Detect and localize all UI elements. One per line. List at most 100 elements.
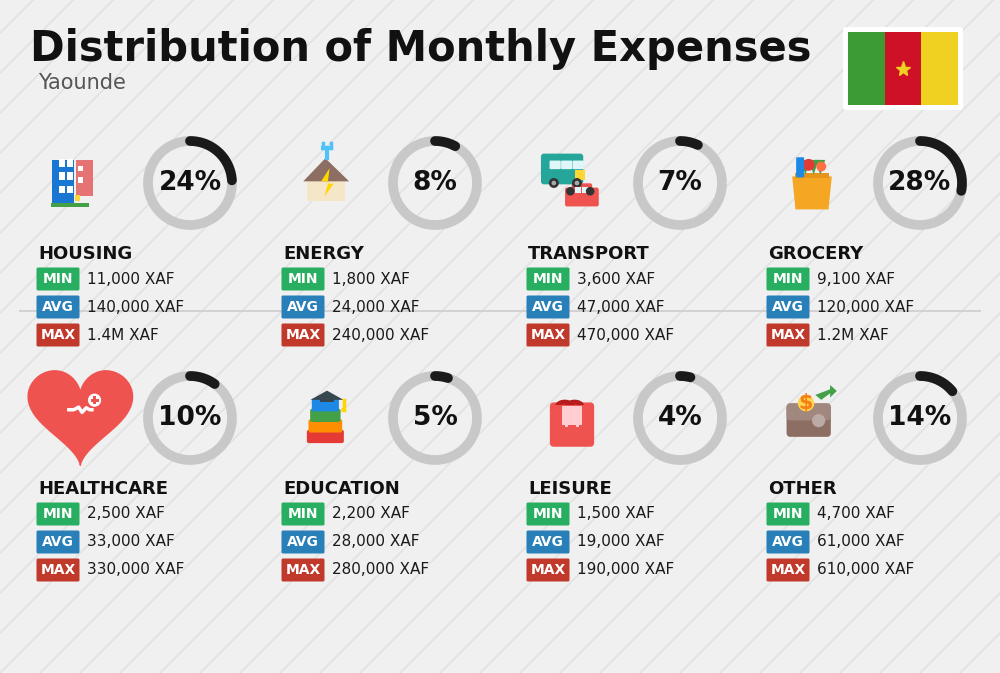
FancyBboxPatch shape [36,267,80,291]
FancyBboxPatch shape [59,186,65,193]
Text: 61,000 XAF: 61,000 XAF [817,534,905,549]
FancyBboxPatch shape [312,398,339,411]
FancyBboxPatch shape [282,295,324,318]
FancyBboxPatch shape [576,420,579,427]
Text: 2,500 XAF: 2,500 XAF [87,507,165,522]
FancyBboxPatch shape [75,195,80,201]
FancyBboxPatch shape [320,398,334,402]
FancyBboxPatch shape [36,324,80,347]
FancyBboxPatch shape [282,530,324,553]
Text: AVG: AVG [42,300,74,314]
Text: 470,000 XAF: 470,000 XAF [577,328,674,343]
FancyBboxPatch shape [282,559,324,581]
Polygon shape [28,371,133,465]
FancyBboxPatch shape [282,324,324,347]
Text: GROCERY: GROCERY [768,245,863,263]
FancyBboxPatch shape [561,161,572,169]
FancyBboxPatch shape [848,32,885,105]
Text: MIN: MIN [533,272,563,286]
FancyBboxPatch shape [91,399,98,402]
FancyBboxPatch shape [52,160,74,206]
Text: 28,000 XAF: 28,000 XAF [332,534,420,549]
FancyBboxPatch shape [93,396,96,404]
Text: OTHER: OTHER [768,480,837,498]
Circle shape [341,407,346,412]
FancyBboxPatch shape [575,187,581,193]
Text: 1.4M XAF: 1.4M XAF [87,328,159,343]
Circle shape [549,178,559,188]
FancyBboxPatch shape [67,160,73,166]
Text: 190,000 XAF: 190,000 XAF [577,563,674,577]
Text: 8%: 8% [413,170,457,196]
Text: 4%: 4% [658,405,702,431]
FancyBboxPatch shape [59,160,65,166]
Text: 47,000 XAF: 47,000 XAF [577,299,664,314]
FancyBboxPatch shape [796,157,804,178]
FancyBboxPatch shape [550,402,594,447]
Text: MAX: MAX [285,328,321,342]
Circle shape [803,159,815,171]
FancyBboxPatch shape [526,295,570,318]
FancyBboxPatch shape [94,396,96,404]
FancyBboxPatch shape [767,324,810,347]
Text: 610,000 XAF: 610,000 XAF [817,563,914,577]
Text: 10%: 10% [158,405,222,431]
FancyBboxPatch shape [36,559,80,581]
FancyBboxPatch shape [91,399,98,402]
Polygon shape [64,423,100,436]
FancyBboxPatch shape [843,27,963,110]
Polygon shape [321,168,334,197]
FancyBboxPatch shape [575,170,585,180]
FancyBboxPatch shape [526,324,570,347]
Text: 280,000 XAF: 280,000 XAF [332,563,429,577]
Polygon shape [792,176,832,209]
Text: AVG: AVG [772,535,804,549]
FancyBboxPatch shape [767,503,810,526]
Text: ENERGY: ENERGY [283,245,364,263]
Circle shape [566,187,575,196]
FancyBboxPatch shape [526,530,570,553]
FancyBboxPatch shape [526,267,570,291]
Text: 120,000 XAF: 120,000 XAF [817,299,914,314]
Circle shape [552,180,556,185]
Text: MAX: MAX [40,328,76,342]
Text: MAX: MAX [40,563,76,577]
Polygon shape [303,158,349,181]
Text: MIN: MIN [773,507,803,521]
FancyBboxPatch shape [572,183,592,197]
Text: 240,000 XAF: 240,000 XAF [332,328,429,343]
Text: $: $ [799,393,813,413]
Text: MAX: MAX [530,563,566,577]
Polygon shape [815,160,825,175]
Polygon shape [809,160,819,175]
FancyBboxPatch shape [51,203,89,207]
Text: 3,600 XAF: 3,600 XAF [577,271,655,287]
Text: AVG: AVG [532,535,564,549]
Text: MAX: MAX [530,328,566,342]
Text: AVG: AVG [42,535,74,549]
Polygon shape [310,390,344,400]
Text: 2,200 XAF: 2,200 XAF [332,507,410,522]
Text: 19,000 XAF: 19,000 XAF [577,534,665,549]
FancyBboxPatch shape [565,188,599,207]
Text: 5%: 5% [413,405,457,431]
FancyBboxPatch shape [282,267,324,291]
Text: AVG: AVG [287,535,319,549]
Text: 28%: 28% [888,170,952,196]
FancyBboxPatch shape [767,267,810,291]
Text: MIN: MIN [533,507,563,521]
Text: MIN: MIN [43,272,73,286]
Text: 1.2M XAF: 1.2M XAF [817,328,889,343]
Circle shape [798,395,814,411]
Text: MAX: MAX [770,328,806,342]
Text: 7%: 7% [658,170,702,196]
FancyBboxPatch shape [36,530,80,553]
FancyBboxPatch shape [555,405,589,411]
Text: HEALTHCARE: HEALTHCARE [38,480,168,498]
Polygon shape [307,181,345,201]
Circle shape [572,178,582,188]
FancyBboxPatch shape [78,177,83,183]
FancyBboxPatch shape [78,166,83,172]
Text: 1,800 XAF: 1,800 XAF [332,271,410,287]
Circle shape [575,180,579,185]
